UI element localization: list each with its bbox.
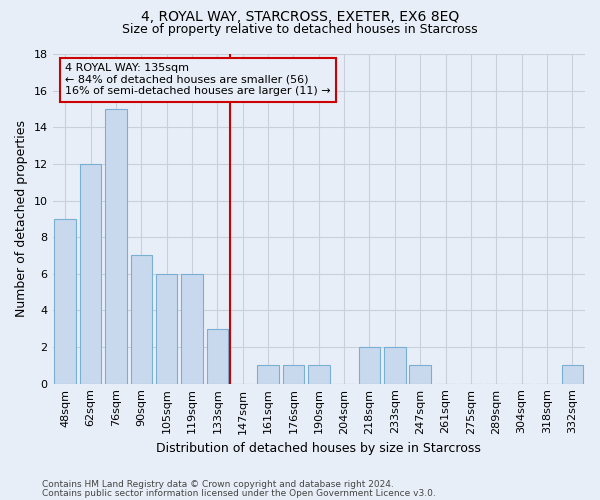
Text: Contains HM Land Registry data © Crown copyright and database right 2024.: Contains HM Land Registry data © Crown c…: [42, 480, 394, 489]
Bar: [409, 366, 431, 384]
Bar: [283, 366, 304, 384]
Bar: [359, 347, 380, 384]
Bar: [181, 274, 203, 384]
Text: Size of property relative to detached houses in Starcross: Size of property relative to detached ho…: [122, 22, 478, 36]
Bar: [55, 219, 76, 384]
Bar: [384, 347, 406, 384]
Bar: [80, 164, 101, 384]
Bar: [257, 366, 279, 384]
Text: Contains public sector information licensed under the Open Government Licence v3: Contains public sector information licen…: [42, 488, 436, 498]
Bar: [562, 366, 583, 384]
X-axis label: Distribution of detached houses by size in Starcross: Distribution of detached houses by size …: [157, 442, 481, 455]
Y-axis label: Number of detached properties: Number of detached properties: [15, 120, 28, 318]
Bar: [206, 328, 228, 384]
Bar: [156, 274, 178, 384]
Bar: [308, 366, 329, 384]
Bar: [105, 109, 127, 384]
Text: 4, ROYAL WAY, STARCROSS, EXETER, EX6 8EQ: 4, ROYAL WAY, STARCROSS, EXETER, EX6 8EQ: [141, 10, 459, 24]
Text: 4 ROYAL WAY: 135sqm
← 84% of detached houses are smaller (56)
16% of semi-detach: 4 ROYAL WAY: 135sqm ← 84% of detached ho…: [65, 63, 331, 96]
Bar: [131, 256, 152, 384]
